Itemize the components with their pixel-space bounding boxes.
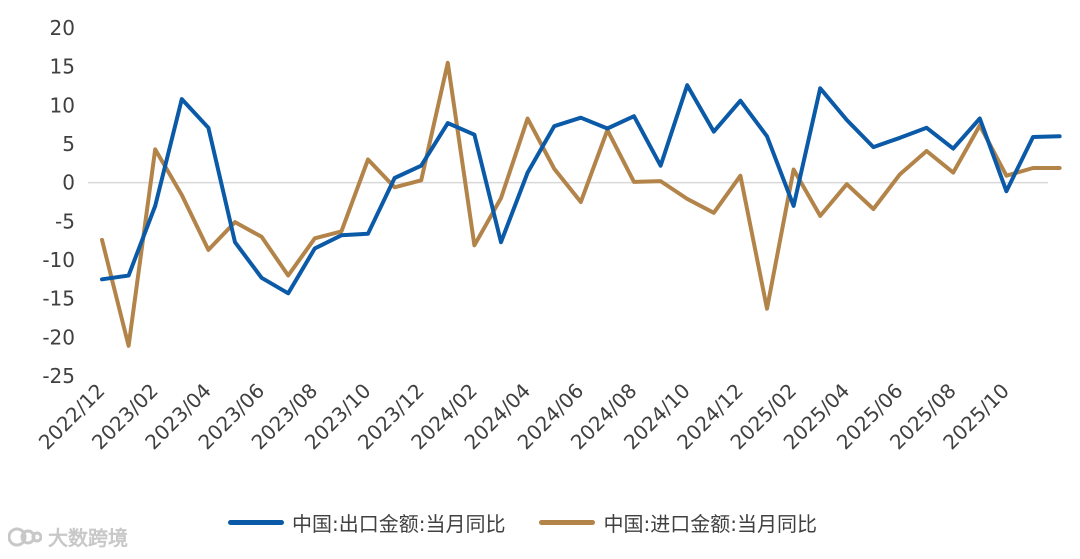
watermark-logo-icon <box>8 527 42 546</box>
y-tick-label: 15 <box>50 55 75 79</box>
watermark-text: 大数跨境 <box>48 526 128 550</box>
y-tick-label: -5 <box>55 209 75 233</box>
legend: 中国:出口金额:当月同比 中国:进口金额:当月同比 <box>228 508 851 537</box>
y-tick-label: 0 <box>62 171 75 195</box>
x-axis: 2022/122023/022023/042023/062023/082023/… <box>34 379 1014 455</box>
legend-label-import: 中国:进口金额:当月同比 <box>603 512 817 536</box>
line-chart: 20 15 10 5 0 -5 -10 -15 -20 -25 2022/122023/02202… <box>34 16 1062 455</box>
series-line-export <box>100 83 1062 296</box>
legend-item-export: 中国:出口金额:当月同比 <box>228 508 505 537</box>
series-line-import <box>100 60 1062 348</box>
y-tick-label: -15 <box>42 287 75 311</box>
y-tick-label: 20 <box>50 16 75 40</box>
series-layer <box>100 60 1062 348</box>
y-tick-label: -20 <box>42 325 75 349</box>
y-axis: 20 15 10 5 0 -5 -10 -15 -20 -25 <box>42 16 75 388</box>
legend-label-export: 中国:出口金额:当月同比 <box>292 512 506 536</box>
y-tick-label: -10 <box>42 248 75 272</box>
legend-swatch-import <box>539 520 596 525</box>
legend-swatch-export <box>228 520 284 525</box>
watermark: 大数跨境 <box>8 522 128 551</box>
y-tick-label: 5 <box>62 132 75 156</box>
y-tick-label: -25 <box>42 364 75 388</box>
y-tick-label: 10 <box>50 93 75 117</box>
legend-item-import: 中国:进口金额:当月同比 <box>539 508 817 537</box>
